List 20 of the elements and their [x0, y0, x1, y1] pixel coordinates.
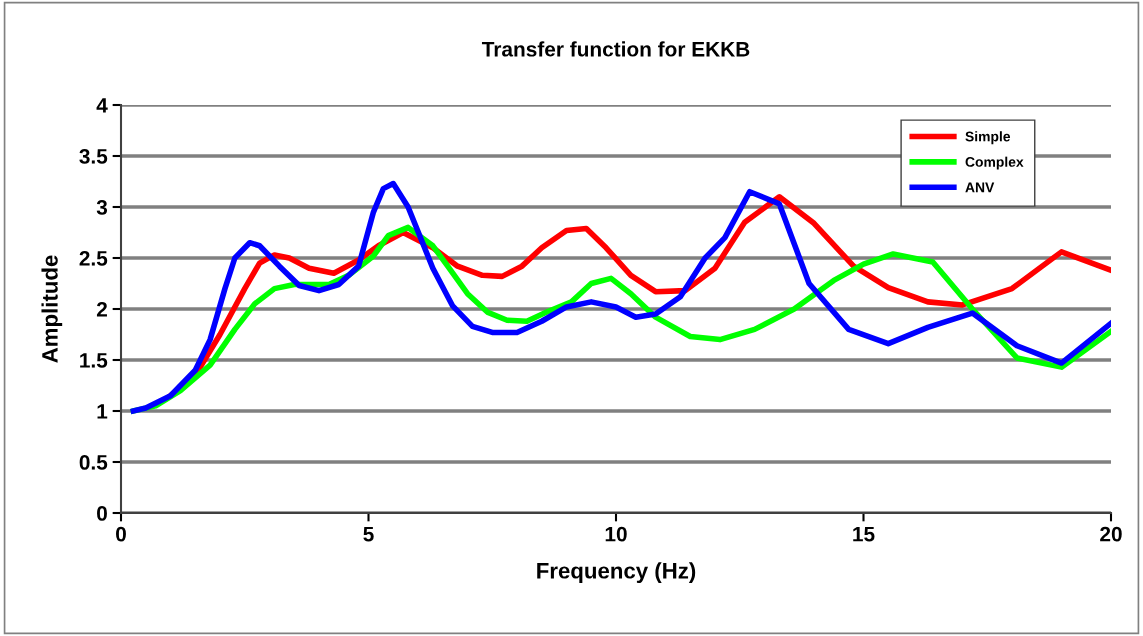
y-tick-label: 3 — [96, 200, 108, 215]
y-tick-label: 3.5 — [79, 149, 108, 164]
chart-title: Transfer function for EKKB — [481, 41, 750, 57]
y-tick-label: 2 — [96, 302, 107, 317]
y-tick-label: 0.5 — [79, 455, 108, 470]
legend-label: ANV — [965, 182, 995, 193]
y-axis-title: Amplitude — [41, 255, 63, 363]
x-tick-label: 15 — [853, 526, 875, 542]
y-tick-label: 4 — [96, 98, 108, 113]
x-tick-label: 20 — [1100, 526, 1122, 542]
legend-label: Simple — [965, 131, 1011, 145]
x-tick-label: 5 — [363, 526, 374, 542]
x-axis-title: Frequency (Hz) — [537, 562, 696, 583]
legend-label: Complex — [965, 156, 1024, 170]
y-tick-label: 1.5 — [80, 353, 108, 368]
x-tick-label: 10 — [605, 526, 627, 542]
y-tick-label: 2.5 — [79, 251, 108, 266]
x-tick-label: 0 — [116, 526, 126, 542]
y-tick-label: 0 — [97, 506, 107, 521]
y-tick-label: 1 — [97, 404, 108, 419]
